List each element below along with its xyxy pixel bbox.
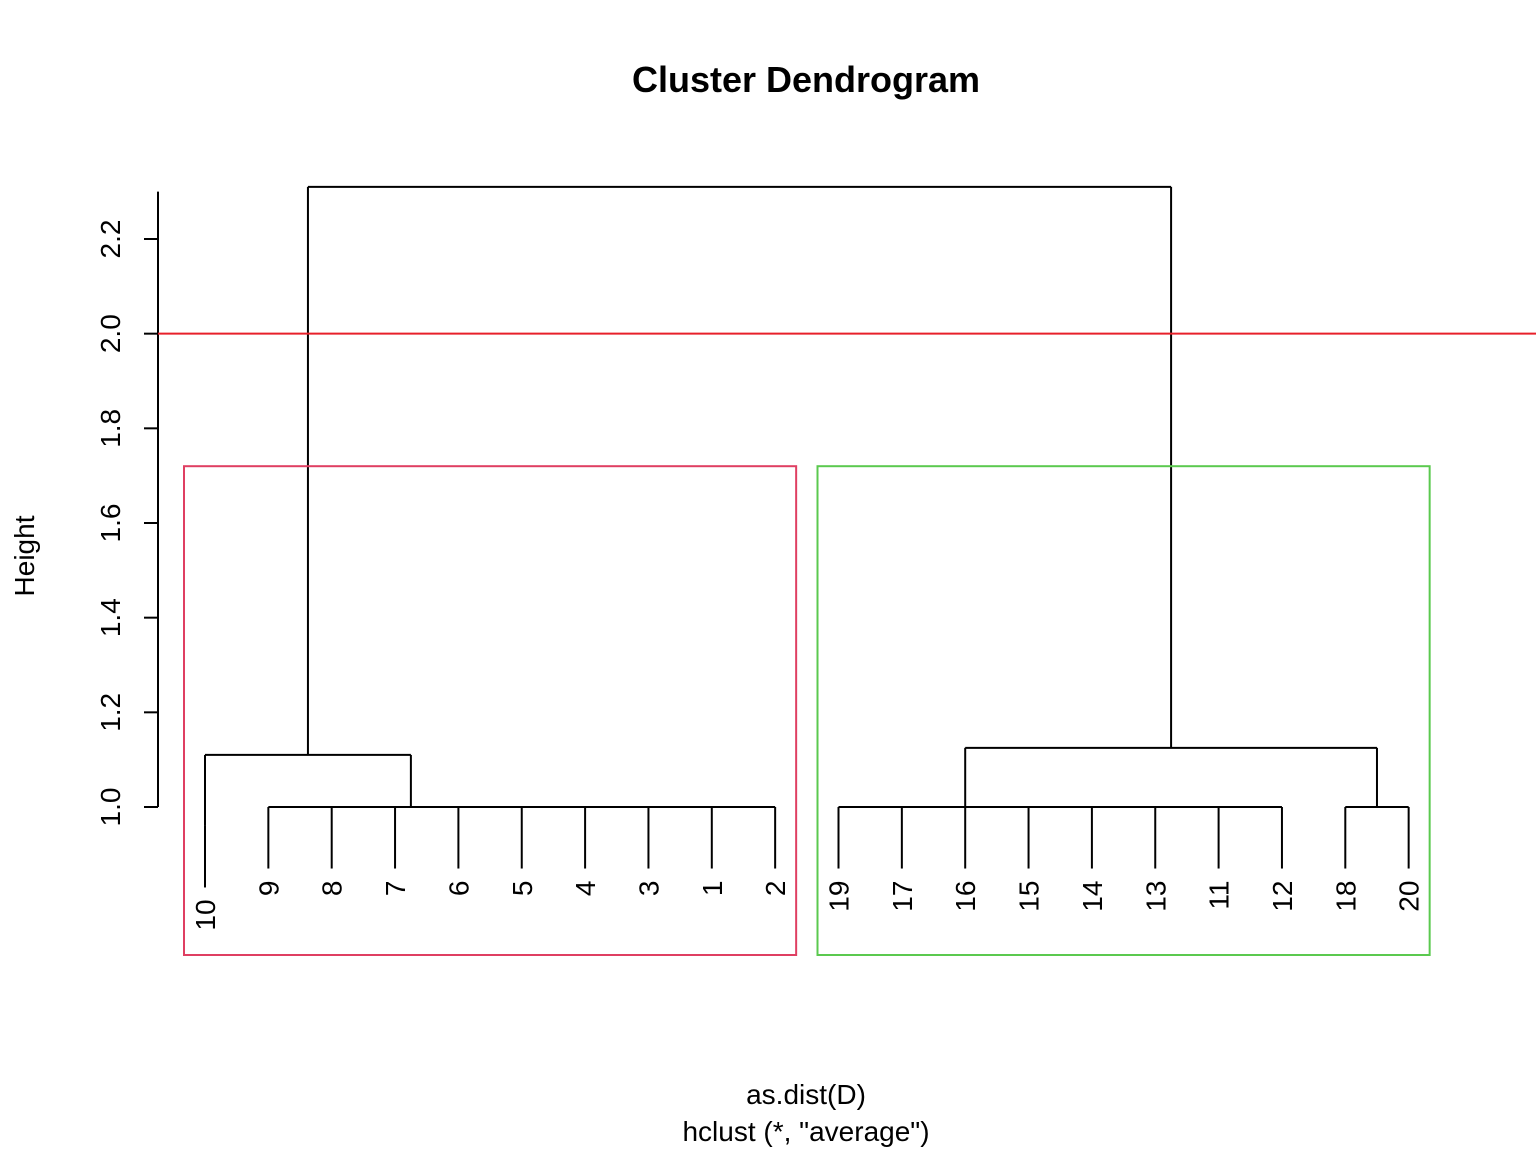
leaf-label: 1 (697, 881, 728, 897)
leaf-label: 8 (317, 881, 348, 897)
y-tick-label: 1.0 (95, 788, 126, 827)
x-axis-label: as.dist(D) (746, 1079, 866, 1110)
leaf-label: 19 (824, 881, 855, 912)
leaf-label: 7 (380, 881, 411, 897)
leaf-label: 2 (760, 881, 791, 897)
cluster-rect (183, 465, 798, 956)
leaf-label: 10 (190, 899, 221, 930)
leaf-label: 13 (1140, 881, 1171, 912)
leaf-label: 11 (1204, 881, 1235, 910)
leaf-label: 18 (1330, 881, 1361, 912)
chart-title: Cluster Dendrogram (632, 59, 980, 100)
leaf-label: 12 (1267, 881, 1298, 912)
leaf-label: 9 (253, 881, 284, 897)
cluster-rect (816, 465, 1431, 956)
y-tick-label: 2.2 (95, 220, 126, 259)
y-tick-label: 1.6 (95, 504, 126, 543)
y-tick-label: 2.0 (95, 314, 126, 353)
leaf-label: 16 (950, 881, 981, 912)
leaf-label: 4 (570, 881, 601, 897)
leaf-label: 20 (1394, 881, 1425, 912)
leaf-label: 15 (1014, 881, 1045, 912)
y-tick-label: 1.4 (95, 598, 126, 637)
y-tick-label: 1.2 (95, 693, 126, 732)
leaf-label: 5 (507, 881, 538, 897)
leaf-label: 17 (887, 881, 918, 912)
leaf-label: 14 (1077, 881, 1108, 912)
method-subtitle: hclust (*, "average") (682, 1116, 929, 1147)
y-axis-label: Height (9, 515, 40, 596)
leaf-label: 3 (633, 881, 664, 897)
y-tick-label: 1.8 (95, 409, 126, 448)
leaf-label: 6 (443, 881, 474, 897)
